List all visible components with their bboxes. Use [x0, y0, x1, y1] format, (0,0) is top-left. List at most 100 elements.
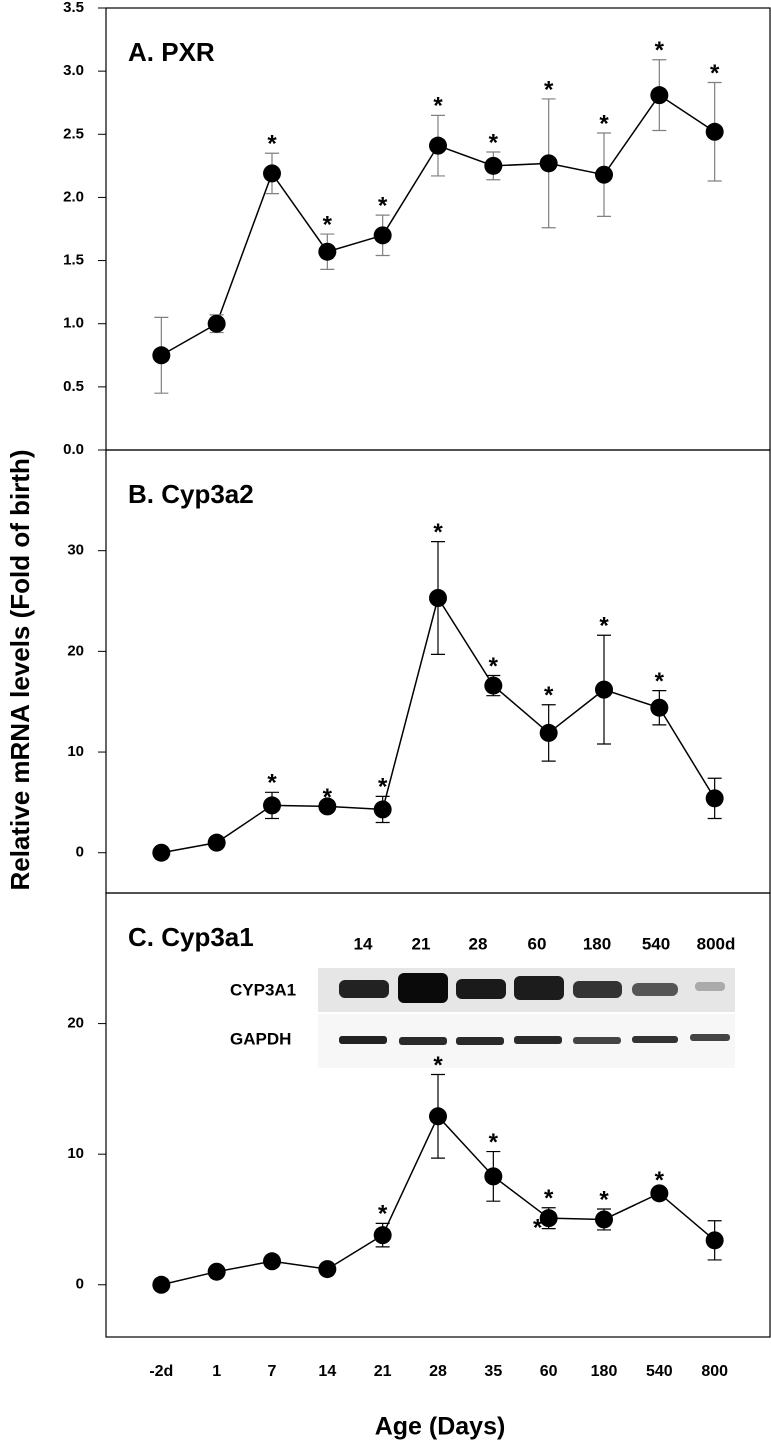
lane-label: 14 [354, 934, 373, 953]
lane-label: 28 [469, 934, 488, 953]
significance-marker: * [655, 1167, 665, 1194]
significance-marker: * [599, 1186, 609, 1213]
data-point [429, 136, 447, 155]
significance-marker: * [378, 192, 388, 219]
data-point [373, 226, 392, 245]
x-tick-label: 800 [701, 1363, 728, 1380]
data-point [152, 843, 171, 862]
significance-marker: * [489, 653, 499, 680]
y-tick-label: 3.0 [63, 62, 84, 79]
y-tick-label: 20 [67, 642, 84, 659]
significance-marker: * [489, 129, 499, 156]
data-point [595, 1210, 613, 1229]
data-point [318, 1260, 337, 1279]
significance-marker: * [323, 784, 333, 811]
data-point [705, 122, 724, 141]
y-tick-label: 0.5 [63, 378, 84, 395]
y-tick-label: 1.5 [63, 252, 84, 269]
data-point [484, 676, 503, 695]
data-point [484, 156, 503, 175]
plot-frame [105, 7, 771, 451]
data-point [650, 1184, 669, 1203]
significance-marker: * [544, 76, 554, 103]
significance-marker: * [599, 110, 609, 137]
y-tick-label: 3.5 [63, 0, 84, 16]
significance-marker: * [378, 1201, 388, 1228]
significance-marker: * [323, 211, 333, 238]
data-point [373, 1226, 392, 1245]
blot-image [318, 968, 735, 1068]
data-point [595, 680, 613, 699]
data-point [705, 789, 724, 808]
y-tick-label: 0 [76, 844, 84, 861]
x-axis-label: Age (Days) [375, 1413, 506, 1441]
data-point [263, 164, 281, 183]
panel-title: A. PXR [128, 37, 215, 67]
blot-row-label: CYP3A1 [230, 980, 296, 999]
x-tick-label: 540 [646, 1363, 673, 1380]
data-point [539, 723, 558, 742]
data-point [263, 1252, 281, 1271]
data-point [539, 154, 558, 173]
y-tick-label: 10 [67, 743, 84, 760]
lane-label: 60 [528, 934, 547, 953]
y-tick-label: 0.0 [63, 441, 84, 458]
plot-frame [105, 449, 771, 894]
x-tick-label: 14 [318, 1363, 336, 1380]
y-tick-label: 20 [67, 1015, 84, 1032]
data-point [207, 1262, 226, 1281]
lane-label: 540 [642, 934, 670, 953]
x-tick-label: 21 [374, 1363, 392, 1380]
x-tick-label: 180 [591, 1363, 618, 1380]
significance-marker: * [544, 682, 554, 709]
lane-label: 800d [697, 934, 736, 953]
significance-marker: * [710, 60, 720, 87]
x-tick-label: 7 [268, 1363, 277, 1380]
data-point [318, 797, 337, 816]
significance-marker: * [655, 668, 665, 695]
significance-marker: * [599, 613, 609, 640]
data-point [539, 1209, 558, 1228]
significance-marker: * [489, 1129, 499, 1156]
y-tick-label: 30 [67, 542, 84, 559]
panel-title: B. Cyp3a2 [128, 479, 254, 509]
significance-marker: * [433, 1052, 443, 1079]
significance-marker: * [267, 770, 277, 797]
data-point [318, 242, 337, 261]
x-tick-label: 35 [484, 1363, 502, 1380]
data-point [650, 698, 669, 717]
significance-marker: * [267, 131, 277, 158]
significance-marker: * [544, 1185, 554, 1212]
data-point [705, 1231, 724, 1250]
data-point [595, 165, 613, 184]
significance-marker: * [378, 774, 388, 801]
y-tick-label: 1.0 [63, 315, 84, 332]
x-tick-label: 28 [429, 1363, 447, 1380]
data-point [207, 314, 226, 333]
y-axis-label: Relative mRNA levels (Fold of birth) [5, 449, 35, 890]
y-tick-label: 2.5 [63, 125, 84, 142]
x-tick-label: 1 [212, 1363, 221, 1380]
significance-marker: * [433, 519, 443, 546]
plot-frame [105, 892, 771, 1338]
significance-marker: * [655, 37, 665, 64]
data-point [650, 86, 669, 105]
data-point [373, 800, 392, 819]
data-point [484, 1167, 503, 1186]
data-point [152, 346, 171, 365]
data-point [263, 796, 281, 815]
y-tick-label: 0 [76, 1276, 84, 1293]
data-point [152, 1275, 171, 1294]
significance-marker: * [533, 1215, 543, 1242]
data-point [429, 1107, 447, 1126]
blot-row-label: GAPDH [230, 1029, 291, 1048]
lane-label: 21 [412, 934, 431, 953]
data-point [429, 589, 447, 608]
significance-marker: * [433, 93, 443, 120]
y-tick-label: 2.0 [63, 188, 84, 205]
x-tick-label: -2d [149, 1363, 173, 1380]
panel-title: C. Cyp3a1 [128, 922, 254, 952]
x-tick-label: 60 [540, 1363, 558, 1380]
y-tick-label: 10 [67, 1145, 84, 1162]
